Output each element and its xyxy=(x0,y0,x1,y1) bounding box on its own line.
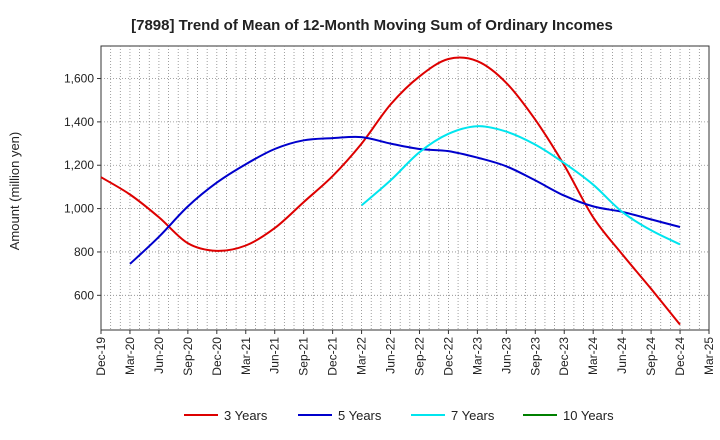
grid xyxy=(101,46,709,330)
chart-title: [7898] Trend of Mean of 12-Month Moving … xyxy=(131,17,613,34)
legend: 3 Years 5 Years 7 Years 10 Years xyxy=(184,408,614,423)
series-lines xyxy=(100,56,681,326)
legend-label-3-years: 3 Years xyxy=(224,408,268,423)
x-tick-label: Mar-21 xyxy=(239,337,253,375)
x-tick-label: Jun-22 xyxy=(384,337,398,374)
legend-label-10-years: 10 Years xyxy=(563,408,614,423)
x-tick-label: Dec-20 xyxy=(210,337,224,376)
x-tick-label: Jun-21 xyxy=(268,337,282,374)
x-tick-label: Dec-19 xyxy=(94,337,108,376)
x-tick-label: Sep-22 xyxy=(412,337,426,376)
x-tick-label: Sep-23 xyxy=(528,337,542,376)
y-axis-label: Amount (million yen) xyxy=(7,132,22,251)
legend-label-5-years: 5 Years xyxy=(338,408,382,423)
x-tick-label: Mar-23 xyxy=(470,337,484,375)
x-tick-label: Mar-24 xyxy=(586,337,600,375)
plot-area xyxy=(100,45,710,331)
x-tick-label: Jun-23 xyxy=(499,337,513,374)
x-tick-label: Sep-21 xyxy=(297,337,311,376)
axis-ticks: 600 800 1,000 1,200 1,400 1,600 Dec-19 Mar-20 Ju… xyxy=(64,72,716,376)
x-tick-label: Dec-24 xyxy=(673,337,687,376)
y-tick-label: 1,000 xyxy=(64,202,94,216)
x-tick-label: Sep-20 xyxy=(181,337,195,376)
y-tick-label: 1,600 xyxy=(64,72,94,86)
x-tick-label: Mar-20 xyxy=(123,337,137,375)
series-line-7-years xyxy=(360,125,681,246)
x-tick-label: Dec-23 xyxy=(557,337,571,376)
y-tick-label: 1,400 xyxy=(64,115,94,129)
x-tick-label: Jun-24 xyxy=(615,337,629,374)
legend-label-7-years: 7 Years xyxy=(451,408,495,423)
x-tick-label: Jun-20 xyxy=(152,337,166,374)
y-tick-label: 600 xyxy=(74,288,94,302)
x-tick-label: Sep-24 xyxy=(644,337,658,376)
x-tick-label: Mar-25 xyxy=(702,337,716,375)
x-tick-label: Dec-22 xyxy=(441,337,455,376)
x-tick-label: Dec-21 xyxy=(326,337,340,376)
series-line-5-years xyxy=(129,135,681,265)
y-tick-label: 800 xyxy=(74,245,94,259)
x-tick-label: Mar-22 xyxy=(355,337,369,375)
y-tick-label: 1,200 xyxy=(64,158,94,172)
